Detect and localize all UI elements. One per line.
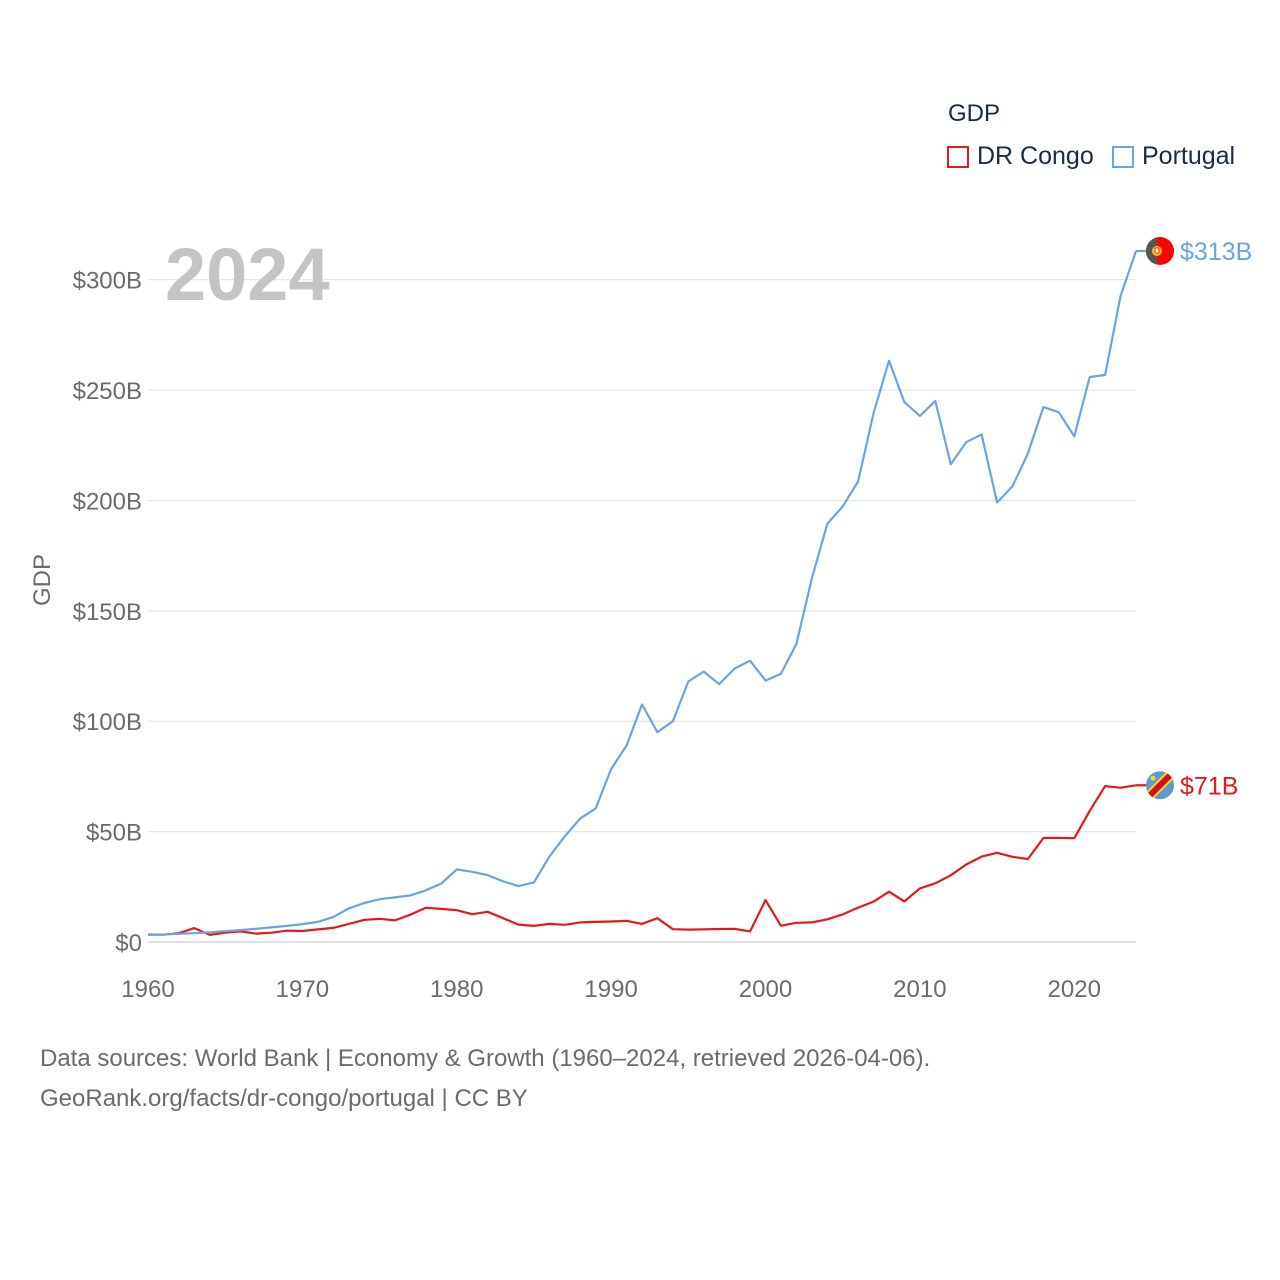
legend-title: GDP <box>948 100 1001 127</box>
year-label: 2024 <box>165 233 330 316</box>
legend-swatch-dr-congo <box>947 145 969 168</box>
legend-swatch-portugal <box>1112 145 1134 168</box>
x-tick-label: 1970 <box>276 976 329 1003</box>
x-tick-label: 2010 <box>893 976 946 1003</box>
legend-item-portugal[interactable]: Portugal <box>1112 142 1235 171</box>
y-axis-ticks: $0 $50B $100B $150B $200B $250B $300B <box>73 268 142 957</box>
portugal-flag-icon <box>1146 237 1174 265</box>
footer-credit[interactable]: GeoRank.org/facts/dr-congo/portugal | CC… <box>40 1085 528 1112</box>
end-markers: $71B $313B <box>1136 237 1252 800</box>
x-axis-ticks: 1960 1970 1980 1990 2000 2010 2020 <box>121 976 1101 1003</box>
end-value-label: $71B <box>1180 772 1238 800</box>
y-tick-label: $50B <box>86 820 142 847</box>
x-tick-label: 2000 <box>739 976 792 1003</box>
y-tick-label: $250B <box>73 378 142 405</box>
end-value-label: $313B <box>1180 238 1252 266</box>
series-lines <box>147 250 1138 937</box>
series-line-portugal <box>147 250 1138 936</box>
footer-sources: Data sources: World Bank | Economy & Gro… <box>40 1045 931 1072</box>
x-tick-label: 2020 <box>1048 976 1101 1003</box>
x-tick-label: 1990 <box>584 976 637 1003</box>
y-axis-title: GDP <box>29 554 56 606</box>
dr-congo-flag-icon <box>1146 771 1174 800</box>
legend-label-dr-congo: DR Congo <box>977 142 1094 170</box>
y-tick-label: $200B <box>73 488 142 515</box>
y-tick-label: $100B <box>73 709 142 736</box>
legend-label-portugal: Portugal <box>1142 142 1236 170</box>
y-tick-label: $150B <box>73 599 142 626</box>
series-line-dr-congo <box>147 784 1137 937</box>
x-tick-label: 1960 <box>121 976 174 1003</box>
x-tick-label: 1980 <box>430 976 483 1003</box>
grid-lines <box>148 279 1136 943</box>
y-tick-label: $300B <box>73 268 142 295</box>
y-tick-label: $0 <box>115 930 142 957</box>
legend-item-dr-congo[interactable]: DR Congo <box>947 142 1094 171</box>
